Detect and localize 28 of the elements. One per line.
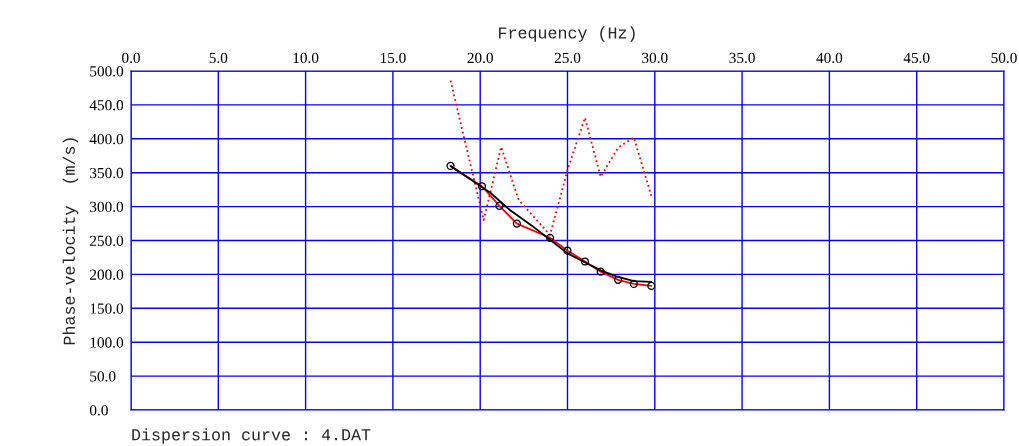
- y-tick-label: 300.0: [90, 201, 124, 213]
- x-axis-title: Frequency (Hz): [499, 26, 635, 42]
- x-tick-label: 10.0: [293, 52, 319, 64]
- text: Dispersion curve : 4.DAT: [132, 428, 371, 444]
- y-tick-label: 150.0: [90, 303, 124, 314]
- y-tick-label: 500.0: [90, 66, 124, 77]
- x-tick-label: 15.0: [380, 52, 406, 64]
- x-tick-label: 50.0: [991, 52, 1017, 64]
- x-tick-label: 0.0: [122, 52, 140, 64]
- y-tick-label: 350.0: [90, 167, 124, 179]
- y-tick-label: 400.0: [89, 133, 124, 145]
- y-tick-label: 450.0: [89, 100, 124, 111]
- y-tick-label: 100.0: [90, 337, 124, 348]
- y-tick-label: 50.0: [90, 371, 116, 382]
- x-tick-label: 5.0: [209, 52, 228, 64]
- point: [596, 267, 605, 276]
- y-tick-label: 0.0: [89, 405, 108, 416]
- x-tick-label: 35.0: [729, 52, 755, 64]
- point: [446, 161, 455, 171]
- y-axis-title: Phase-velocity (m/s): [62, 138, 79, 345]
- x-tick-label: 45.0: [903, 52, 930, 64]
- y-tick-label: 250.0: [90, 235, 124, 247]
- point: [580, 257, 590, 266]
- y-tick-label: 200.0: [90, 269, 124, 280]
- x-tick-label: 25.0: [554, 52, 581, 64]
- x-tick-label: 30.0: [642, 52, 668, 64]
- x-tick-label: 40.0: [816, 52, 843, 64]
- x-tick-label: 20.0: [467, 52, 493, 64]
